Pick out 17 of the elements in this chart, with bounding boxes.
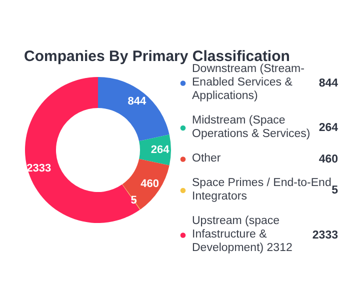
text: 2333	[312, 229, 338, 242]
donut-slice	[122, 158, 170, 210]
text: 264	[318, 122, 339, 134]
data-label: 2333	[26, 162, 52, 175]
legend-label: Other	[192, 152, 221, 164]
text: 844	[318, 77, 339, 90]
text: 5	[332, 184, 339, 196]
legend-label: Upstream (space Infastructure & Development) 2312	[192, 215, 292, 254]
data-label: 844	[128, 96, 147, 108]
legend-label: Midstream (Space Operations & Services)	[192, 114, 310, 140]
text: 460	[318, 153, 338, 166]
data-label: 460	[140, 178, 159, 190]
chart-title: Companies By Primary Classification	[24, 48, 290, 65]
data-label: 264	[150, 144, 170, 156]
legend-label: Downstream (Stream-Enabled Services & Applications)	[192, 63, 305, 102]
legend-label: Space Primes / End-to-End Integrators	[192, 177, 332, 202]
donut-slice	[98, 77, 170, 142]
